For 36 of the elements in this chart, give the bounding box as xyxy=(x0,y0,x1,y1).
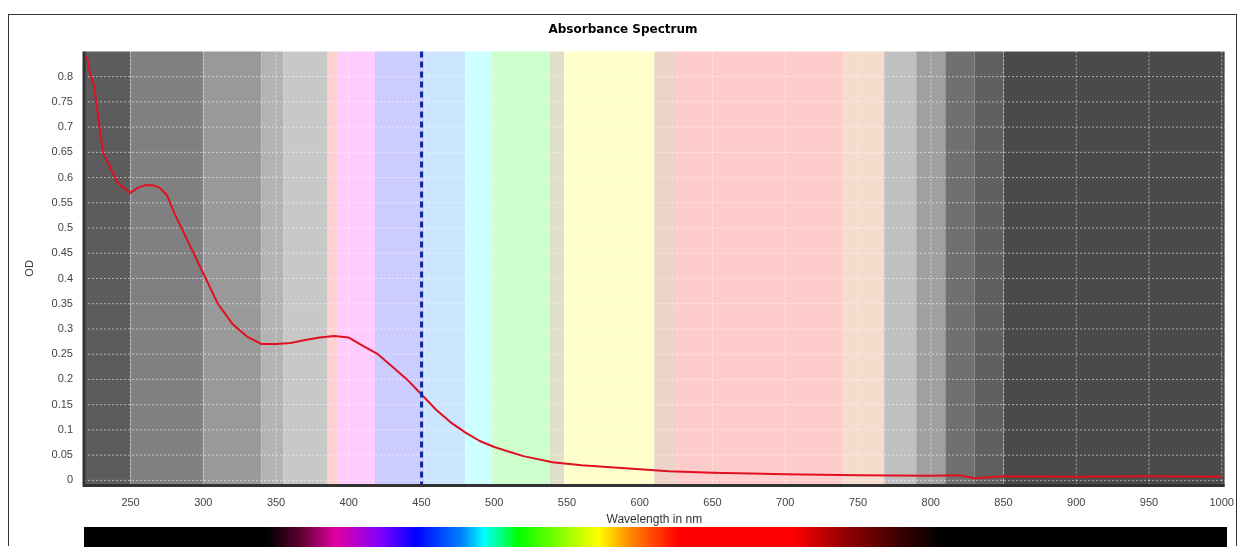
x-tick-label: 850 xyxy=(994,496,1013,509)
y-tick-label: 0.15 xyxy=(51,397,73,410)
x-tick-label: 500 xyxy=(485,496,504,509)
y-tick-label: 0.5 xyxy=(57,221,73,234)
y-tick-label: 0.55 xyxy=(51,195,73,208)
y-tick-label: 0.6 xyxy=(57,170,73,183)
y-tick-label: 0.65 xyxy=(51,145,73,158)
y-tick-label: 0.8 xyxy=(57,69,73,82)
y-tick-label: 0.05 xyxy=(51,448,73,461)
y-tick-label: 0 xyxy=(66,473,73,486)
x-tick-label: 950 xyxy=(1139,496,1159,509)
y-tick-label: 0.2 xyxy=(57,372,73,385)
x-tick-label: 750 xyxy=(848,496,868,509)
y-tick-label: 0.45 xyxy=(51,246,73,259)
x-tick-label: 700 xyxy=(776,496,795,509)
x-tick-label: 650 xyxy=(703,496,722,509)
chart-title: Absorbance Spectrum xyxy=(548,22,698,37)
y-tick-label: 0.75 xyxy=(51,94,73,107)
y-tick-label: 0.1 xyxy=(57,422,73,435)
x-tick-label: 300 xyxy=(194,496,213,509)
x-tick-label: 250 xyxy=(121,496,140,509)
x-axis-title: Wavelength in nm xyxy=(606,512,703,527)
x-tick-label: 550 xyxy=(557,496,577,509)
y-axis-title: OD xyxy=(22,260,35,277)
y-tick-label: 0.7 xyxy=(57,120,73,133)
x-tick-label: 1000 xyxy=(1209,496,1234,509)
x-tick-label: 600 xyxy=(630,496,649,509)
y-tick-label: 0.25 xyxy=(51,347,73,360)
y-tick-label: 0.35 xyxy=(51,296,73,309)
y-tick-label: 0.4 xyxy=(57,271,73,284)
x-tick-label: 900 xyxy=(1067,496,1086,509)
x-tick-label: 450 xyxy=(412,496,431,509)
x-tick-label: 400 xyxy=(339,496,358,509)
y-tick-label: 0.3 xyxy=(57,321,73,334)
x-tick-label: 800 xyxy=(921,496,940,509)
x-tick-label: 350 xyxy=(266,496,286,509)
